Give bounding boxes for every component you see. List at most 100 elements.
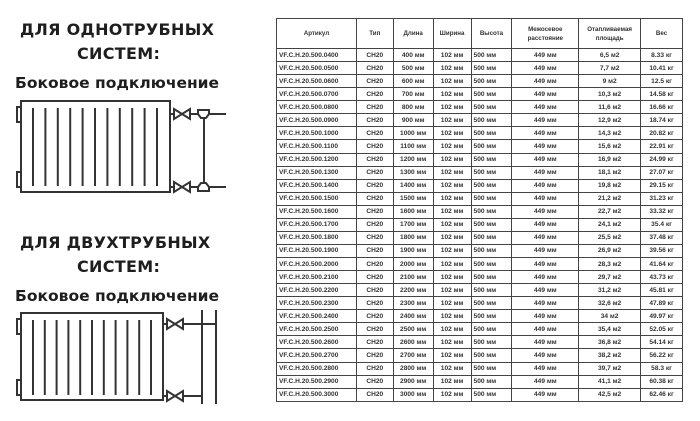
table-cell: VF.C.H.20.500.0600 [276, 74, 357, 89]
table-cell: 1300 мм [392, 165, 434, 180]
table-cell: 31,2 м2 [578, 283, 642, 298]
table-cell: 102 мм [432, 139, 472, 154]
table-cell: 449 мм [511, 74, 580, 89]
table-cell: CH20 [355, 374, 394, 389]
section-one-title: ДЛЯ ОДНОТРУБНЫХ [20, 20, 215, 39]
table-row: VF.C.H.20.500.2200 CH20 2200 мм 102 мм 500 м… [276, 283, 683, 298]
table-row: VF.C.H.20.500.1500 CH20 1500 мм 102 мм 500 м… [276, 191, 683, 206]
table-cell: 56.22 кг [640, 348, 683, 363]
table-cell: 500 мм [470, 126, 513, 141]
table-cell: VF.C.H.20.500.1900 [276, 243, 357, 259]
table-cell: 449 мм [511, 100, 580, 115]
table-row: VF.C.H.20.500.1900 CH20 1900 мм 102 мм 500 м… [276, 243, 683, 259]
table-cell: 102 мм [432, 387, 472, 402]
table-cell: VF.C.H.20.500.0400 [276, 47, 357, 63]
table-row: VF.C.H.20.500.1100 CH20 1100 мм 102 мм 500 м… [276, 139, 683, 154]
table-cell: 8.33 кг [640, 47, 683, 63]
table-cell: 400 мм [392, 47, 434, 63]
table-cell: 1500 мм [392, 191, 434, 206]
table-cell: VF.C.H.20.500.1100 [276, 139, 357, 154]
table-cell: 41.64 кг [640, 256, 683, 272]
table-cell: CH20 [355, 74, 394, 89]
table-cell: 449 мм [511, 270, 580, 285]
table-cell: 102 мм [432, 243, 472, 259]
table-cell: 58.3 кг [640, 361, 683, 376]
table-cell: VF.C.H.20.500.2400 [276, 309, 357, 324]
table-row: VF.C.H.20.500.0800 CH20 800 мм 102 мм 500 мм… [276, 100, 683, 115]
table-cell: 102 мм [432, 256, 472, 272]
table-cell: 449 мм [511, 361, 580, 376]
table-cell: 500 мм [470, 178, 513, 193]
table-row: VF.C.H.20.500.1000 CH20 1000 мм 102 мм 500 м… [276, 126, 683, 141]
table-cell: 102 мм [432, 361, 472, 376]
table-cell: 500 мм [470, 152, 513, 167]
table-cell: 25,5 м2 [578, 230, 642, 245]
table-cell: 500 мм [470, 335, 513, 350]
table-cell: 500 мм [470, 256, 513, 272]
table-cell: 500 мм [470, 47, 513, 63]
table-cell: 449 мм [511, 61, 580, 76]
table-cell: 500 мм [470, 361, 513, 376]
table-cell: 39.56 кг [640, 243, 683, 259]
table-cell: 449 мм [511, 178, 580, 193]
table-cell: 500 мм [470, 270, 513, 285]
table-cell: 2500 мм [392, 322, 434, 337]
column-header: Артикул [276, 18, 357, 49]
table-cell: 449 мм [511, 322, 580, 337]
table-row: VF.C.H.20.500.2300 CH20 2300 мм 102 мм 500 м… [276, 296, 683, 311]
table-cell: 19,8 м2 [578, 178, 642, 193]
table-cell: 500 мм [470, 191, 513, 206]
table-cell: CH20 [355, 387, 394, 402]
table-cell: VF.C.H.20.500.0700 [276, 87, 357, 102]
table-cell: 500 мм [470, 296, 513, 311]
table-cell: 9 м2 [578, 74, 642, 89]
table-cell: 52.05 кг [640, 322, 683, 337]
table-row: VF.C.H.20.500.0600 CH20 600 мм 102 мм 500 мм… [276, 74, 683, 89]
table-cell: 500 мм [470, 217, 513, 232]
table-cell: 39,7 м2 [578, 361, 642, 376]
table-row: VF.C.H.20.500.3000 CH20 3000 мм 102 мм 500 м… [276, 387, 683, 402]
table-cell: 10.41 кг [640, 61, 683, 76]
section-two-title: ДЛЯ ДВУХТРУБНЫХ [20, 233, 211, 252]
table-cell: CH20 [355, 47, 394, 63]
table-cell: 2300 мм [392, 296, 434, 311]
section-one-connection: Боковое подключение [15, 74, 220, 92]
table-cell: 36,8 м2 [578, 335, 642, 350]
table-cell: 43.73 кг [640, 270, 683, 285]
table-cell: 10,3 м2 [578, 87, 642, 102]
table-cell: 700 мм [392, 87, 434, 102]
table-cell: 500 мм [470, 322, 513, 337]
table-cell: CH20 [355, 100, 394, 115]
table-cell: 500 мм [470, 309, 513, 324]
table-cell: CH20 [355, 283, 394, 298]
table-cell: 1600 мм [392, 204, 434, 219]
table-cell: 500 мм [470, 74, 513, 89]
table-cell: 12,9 м2 [578, 113, 642, 128]
table-cell: VF.C.H.20.500.0500 [276, 61, 357, 76]
table-cell: 500 мм [470, 387, 513, 402]
table-row: VF.C.H.20.500.0900 CH20 900 мм 102 мм 500 мм… [276, 113, 683, 128]
table-cell: 102 мм [432, 322, 472, 337]
table-cell: 1800 мм [392, 230, 434, 245]
table-cell: 60.38 кг [640, 374, 683, 389]
table-cell: 6,5 м2 [578, 47, 642, 63]
table-cell: CH20 [355, 348, 394, 363]
table-cell: 1700 мм [392, 217, 434, 232]
table-cell: 449 мм [511, 113, 580, 128]
table-cell: CH20 [355, 178, 394, 193]
table-cell: CH20 [355, 230, 394, 245]
table-cell: 449 мм [511, 87, 580, 102]
table-cell: VF.C.H.20.500.2800 [276, 361, 357, 376]
table-cell: 28,3 м2 [578, 256, 642, 272]
table-cell: CH20 [355, 335, 394, 350]
table-cell: 102 мм [432, 335, 472, 350]
column-header: Вес [640, 18, 683, 49]
table-cell: 11,6 м2 [578, 100, 642, 115]
table-cell: 500 мм [470, 165, 513, 180]
table-row: VF.C.H.20.500.1800 CH20 1800 мм 102 мм 500 м… [276, 230, 683, 245]
table-cell: 1900 мм [392, 243, 434, 259]
table-row: VF.C.H.20.500.2900 CH20 2900 мм 102 мм 500 м… [276, 374, 683, 389]
table-cell: 102 мм [432, 100, 472, 115]
table-cell: 449 мм [511, 283, 580, 298]
table-cell: CH20 [355, 243, 394, 259]
